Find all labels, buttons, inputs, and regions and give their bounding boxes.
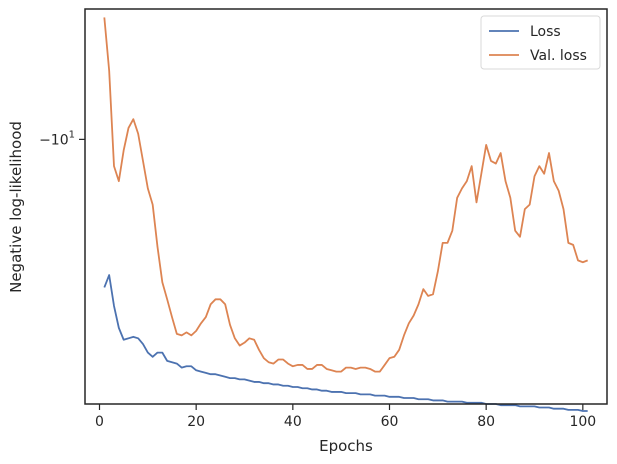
plot-frame	[84, 8, 608, 405]
y-tick-label: −101	[39, 129, 75, 148]
legend-label-loss: Loss	[530, 24, 561, 40]
x-tick-label: 20	[187, 414, 205, 430]
plot-lines	[103, 17, 588, 412]
x-tick-label: 40	[284, 414, 302, 430]
x-axis-label: Epochs	[319, 437, 373, 455]
y-axis: −101	[39, 129, 85, 148]
legend: Loss Val. loss	[480, 15, 601, 70]
y-axis-label: Negative log-likelihood	[7, 121, 25, 293]
x-tick-label: 80	[477, 414, 495, 430]
x-tick-label: 0	[95, 414, 104, 430]
legend-label-val-loss: Val. loss	[530, 48, 587, 64]
series-line-val-loss	[103, 17, 588, 373]
x-axis: 0 20 40 60 80 100	[95, 404, 596, 430]
x-tick-label: 60	[381, 414, 399, 430]
x-tick-label: 100	[569, 414, 596, 430]
series-line-loss	[103, 274, 588, 412]
